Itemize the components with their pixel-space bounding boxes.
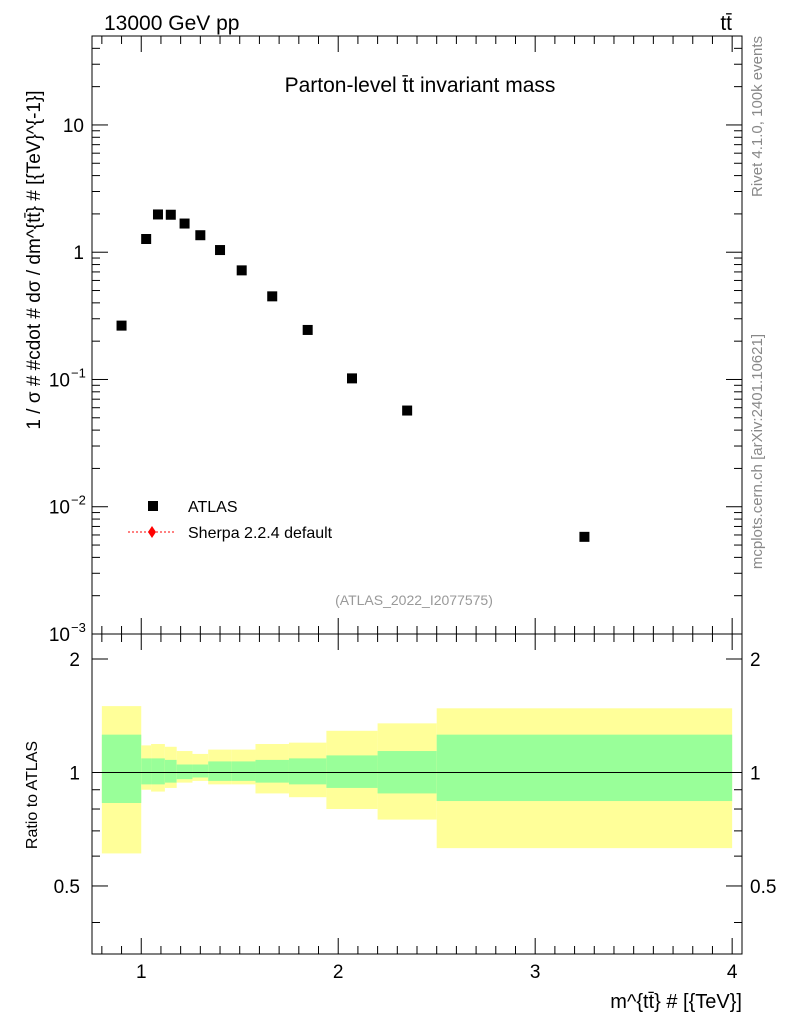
inner-band-segment: [255, 759, 289, 783]
data-point: [165, 209, 176, 220]
atlas-data-points: [116, 209, 590, 542]
y-tick-label: 1: [69, 763, 80, 784]
y-tick-label-right: 2: [750, 650, 761, 671]
inner-band-segment: [176, 764, 193, 780]
analysis-id: (ATLAS_2022_I2077575): [335, 592, 493, 608]
legend-atlas-marker: [148, 501, 158, 511]
y-tick-label: 10: [63, 116, 84, 137]
ratio-plot-panel: 2 2 1 1 0.5 0.5 1 2 3 4 Ratio to ATLAS: [24, 633, 776, 983]
data-point: [347, 373, 357, 384]
inner-band-segment: [231, 761, 256, 781]
data-point: [195, 230, 206, 241]
data-point: [215, 245, 226, 256]
data-point: [267, 291, 278, 302]
main-x-ticks: [101, 36, 733, 634]
legend: ATLAS Sherpa 2.2.4 default: [128, 499, 333, 542]
inner-band-segment: [141, 758, 152, 785]
y-tick-label: 0.5: [54, 877, 80, 898]
y-tick-label: 10: [49, 625, 70, 646]
y-tick-label: 2: [69, 650, 80, 671]
mcplots-label: mcplots.cern.ch [arXiv:2401.10621]: [749, 334, 766, 569]
energy-label: 13000 GeV pp: [104, 12, 239, 35]
plot-title: Parton-level t̄t invariant mass: [285, 74, 556, 97]
data-point: [579, 531, 590, 542]
x-tick-label: 3: [530, 962, 541, 983]
y-tick-label-right: 0.5: [750, 877, 776, 898]
main-plot-frame: [91, 35, 743, 635]
x-tick-label: 4: [727, 962, 738, 983]
data-point: [116, 320, 127, 331]
y-tick-exponent: −2: [71, 493, 86, 508]
uncertainty-bands: [101, 706, 733, 854]
x-tick-label: 1: [136, 962, 147, 983]
ratio-y-axis: 2 2 1 1 0.5 0.5: [54, 650, 776, 924]
x-axis-label: m^{tt̄} # [{TeV}]: [610, 991, 742, 1013]
rivet-label: Rivet 4.1.0, 100k events: [749, 36, 766, 197]
data-point: [302, 324, 313, 335]
inner-band-segment: [288, 758, 327, 785]
data-point: [152, 209, 163, 220]
y-tick-label-right: 1: [750, 763, 761, 784]
data-point: [179, 218, 190, 229]
inner-band-segment: [326, 755, 378, 788]
inner-band-segment: [436, 734, 733, 802]
inner-band-segment: [164, 759, 177, 783]
data-point: [141, 234, 152, 245]
inner-band-segment: [208, 761, 232, 781]
y-tick-exponent: −1: [71, 365, 86, 380]
y-tick-label: 1: [73, 243, 84, 264]
y-tick-exponent: −3: [71, 620, 86, 635]
inner-band-segment: [151, 758, 165, 785]
data-point: [402, 405, 413, 416]
x-tick-label: 2: [333, 962, 344, 983]
legend-sherpa-marker: [148, 526, 156, 538]
legend-sherpa-label: Sherpa 2.2.4 default: [188, 525, 333, 542]
inner-band-segment: [192, 764, 209, 778]
main-y-axis-label: 1 / σ # #cdot # dσ / dm^{tt̄} # [{TeV}^{…: [24, 90, 45, 429]
ratio-x-axis: 1 2 3 4: [101, 634, 738, 983]
y-tick-label: 10: [49, 370, 70, 391]
process-label: tt̄: [720, 12, 732, 35]
legend-atlas-label: ATLAS: [188, 499, 238, 516]
inner-band-segment: [101, 734, 142, 803]
y-tick-label: 10: [49, 498, 70, 519]
ratio-y-axis-label: Ratio to ATLAS: [24, 741, 41, 849]
data-point: [236, 265, 247, 276]
